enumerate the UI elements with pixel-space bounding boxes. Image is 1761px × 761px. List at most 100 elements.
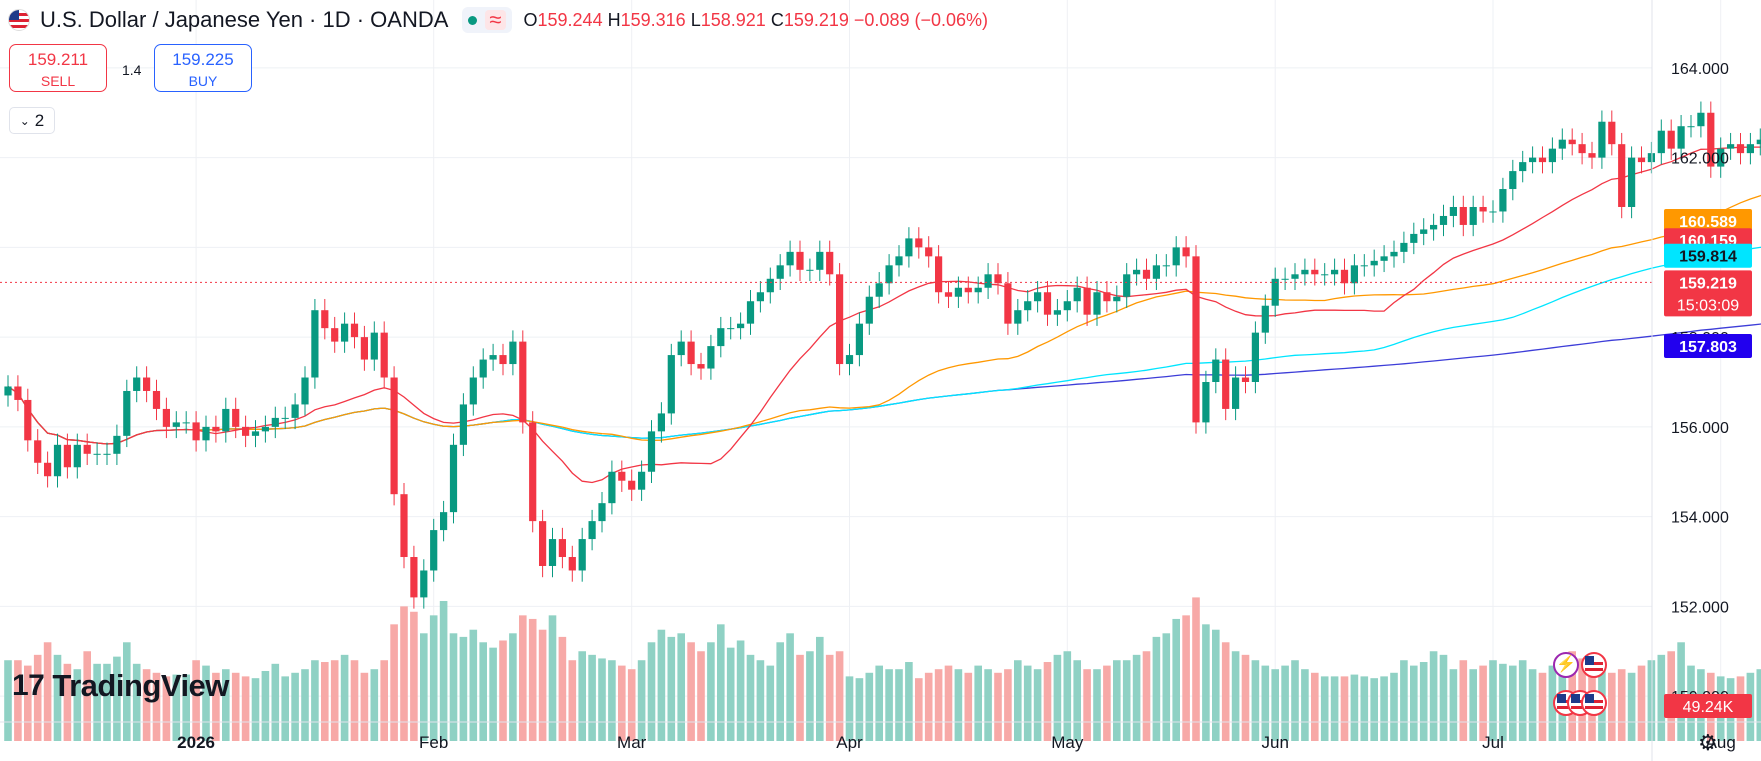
candle-body: [1152, 265, 1160, 279]
buy-label: BUY: [188, 73, 218, 89]
volume-bar: [528, 618, 537, 741]
candle-body: [400, 494, 408, 558]
volume-bar: [1320, 676, 1329, 741]
candle-body: [1340, 269, 1349, 284]
candle-body: [261, 426, 269, 432]
volume-bar: [340, 654, 349, 741]
volume-bar: [657, 629, 666, 741]
volume-bar: [806, 651, 814, 741]
us-event-icon[interactable]: [1581, 652, 1607, 678]
volume-bar: [677, 633, 685, 741]
volume-bar: [63, 663, 72, 741]
volume-bar: [1330, 676, 1339, 741]
volume-bar: [1251, 660, 1260, 741]
volume-bar: [1122, 660, 1131, 741]
candle-body: [123, 390, 131, 436]
candle-body: [1628, 157, 1636, 207]
indicator-wave-icon[interactable]: ≈: [485, 9, 506, 31]
candle-body: [251, 431, 260, 436]
candle-body: [370, 332, 378, 360]
candle-body: [1657, 130, 1665, 154]
candle-body: [83, 444, 91, 454]
price-tick-label: 154.000: [1671, 510, 1729, 527]
candle-body: [1172, 247, 1180, 266]
candle-body: [1301, 269, 1309, 275]
candle-body: [1083, 287, 1091, 315]
candle-body: [875, 283, 883, 297]
candle-body: [1232, 377, 1240, 409]
volume-bar: [647, 642, 656, 741]
tradingview-logo[interactable]: 17 TradingView: [12, 668, 229, 704]
market-status-pills[interactable]: ≈: [462, 7, 512, 33]
volume-bar: [330, 660, 339, 741]
candle-body: [1142, 269, 1151, 279]
time-tick-label: Aug: [1706, 733, 1736, 752]
candle-body: [1014, 310, 1022, 324]
candle-body: [1212, 359, 1220, 382]
volume-bar: [816, 636, 824, 741]
candle-body: [707, 346, 715, 369]
candle-body: [73, 444, 81, 468]
volume-bar: [400, 606, 408, 741]
gear-icon[interactable]: ⚙: [1698, 730, 1718, 755]
price-tag: [1664, 208, 1752, 233]
candle-body: [1251, 332, 1259, 382]
candle-body: [915, 238, 923, 248]
candle-body: [172, 422, 180, 427]
volume-bar: [1073, 660, 1081, 741]
volume-bar: [380, 660, 388, 741]
volume-bar: [142, 669, 151, 741]
volume-bar: [1360, 676, 1369, 741]
candle-body: [1756, 139, 1761, 145]
candle-body: [1548, 148, 1556, 163]
symbol-title[interactable]: U.S. Dollar / Japanese Yen · 1D · OANDA: [40, 7, 449, 32]
volume-bar: [924, 672, 933, 741]
candle-body: [350, 323, 359, 338]
candle-body: [1103, 292, 1111, 302]
volume-bar: [1063, 651, 1072, 741]
price-tag: [1664, 333, 1752, 358]
time-tick-label: Mar: [617, 733, 647, 752]
events-bolt-icon[interactable]: ⚡: [1553, 652, 1579, 678]
candle-body: [4, 386, 12, 396]
candle-body: [192, 422, 200, 441]
volume-bar: [994, 672, 1002, 741]
candle-body: [964, 287, 972, 293]
volume-bar: [786, 633, 794, 741]
open-value: 159.244: [537, 9, 603, 30]
volume-bar: [519, 615, 527, 741]
volume-bar: [1311, 672, 1319, 741]
volume-bar: [152, 672, 161, 741]
volume-bar: [162, 676, 171, 741]
buy-button[interactable]: 159.225 BUY: [154, 44, 252, 92]
us-event-icon[interactable]: [1581, 690, 1607, 716]
candle-body: [1311, 269, 1319, 275]
candle-body: [390, 377, 398, 495]
candle-body: [410, 557, 418, 598]
candle-body: [1687, 126, 1695, 128]
volume-bar: [1380, 676, 1388, 741]
volume-bar: [588, 654, 596, 741]
price-tag-label: 160.589: [1679, 214, 1737, 231]
candle-body: [34, 440, 42, 463]
indicators-toggle-button[interactable]: ⌄ 2: [9, 107, 55, 134]
sell-button[interactable]: 159.211 SELL: [9, 44, 107, 92]
candle-body: [727, 328, 735, 330]
candle-body: [1677, 126, 1685, 149]
volume-bar: [776, 642, 784, 741]
candle-body: [113, 435, 121, 454]
candle-body: [1400, 242, 1408, 252]
volume-bar: [1756, 669, 1761, 741]
low-label: L: [690, 9, 701, 30]
candle-body: [1736, 144, 1745, 154]
volume-bar: [1350, 674, 1359, 741]
volume-bar: [123, 642, 131, 741]
volume-bar: [1291, 660, 1299, 741]
volume-bar: [281, 676, 289, 741]
volume-bar: [1637, 665, 1646, 741]
candle-body: [202, 426, 210, 441]
volume-bar: [1677, 642, 1685, 741]
candle-body: [301, 377, 309, 405]
volume-bar: [1281, 665, 1289, 741]
